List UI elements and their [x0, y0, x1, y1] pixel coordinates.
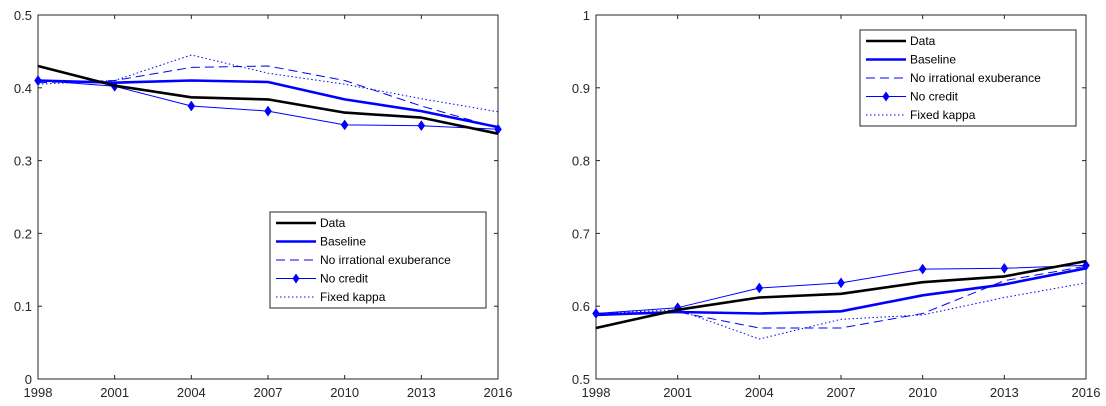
legend-label: Baseline	[320, 235, 366, 249]
x-tick-label: 2001	[100, 385, 129, 400]
legend-label: No credit	[910, 90, 959, 104]
x-tick-label: 2013	[407, 385, 436, 400]
series-line-baseline	[37, 79, 499, 129]
y-tick-label: 0.5	[14, 8, 32, 23]
legend-label: Fixed kappa	[320, 290, 386, 304]
x-tick-label: 2004	[745, 385, 774, 400]
y-tick-label: 0	[25, 372, 32, 387]
x-tick-label: 2007	[254, 385, 283, 400]
legend-label: No irrational exuberance	[910, 71, 1041, 85]
no-credit-diamond-marker	[837, 277, 845, 289]
no-credit-diamond-marker	[755, 282, 764, 294]
legend-label: Data	[320, 216, 346, 230]
legend-diamond-marker	[882, 91, 890, 102]
y-tick-label: 1	[583, 8, 590, 23]
x-tick-label: 2016	[484, 385, 513, 400]
x-tick-label: 2004	[177, 385, 206, 400]
no-credit-diamond-marker	[187, 100, 196, 112]
x-tick-label: 2010	[908, 385, 937, 400]
no-credit-diamond-marker	[592, 308, 600, 319]
series-line-data	[595, 259, 1087, 330]
y-tick-label: 0.5	[572, 372, 590, 387]
y-tick-label: 0.4	[14, 81, 32, 96]
no-credit-diamond-marker	[340, 119, 349, 131]
y-tick-label: 0.7	[572, 226, 590, 241]
x-tick-label: 2010	[330, 385, 359, 400]
series-line-data	[37, 64, 499, 135]
x-tick-label: 2001	[663, 385, 692, 400]
no-credit-diamond-marker	[918, 263, 927, 275]
series-line-no-credit	[595, 264, 1087, 314]
x-tick-label: 1998	[582, 385, 611, 400]
right-chart-panel: 1998 2001 2004 2007 2010 2013 2016 0.5 0.6 0.7 0.8…	[572, 8, 1101, 400]
series-line-no-irrational-exuberance	[595, 265, 1087, 329]
left-chart-panel: 1998 2001 2004 2007 2010 2013 2016 0 0.1 0.2 0.3 0.…	[14, 8, 513, 400]
left-axes-box	[37, 14, 499, 380]
legend-label: Baseline	[910, 53, 956, 67]
y-tick-label: 0.6	[572, 299, 590, 314]
y-tick-label: 0.3	[14, 154, 32, 169]
series-line-fixed-kappa	[595, 282, 1087, 340]
y-tick-label: 0.2	[14, 226, 32, 241]
y-tick-label: 0.9	[572, 81, 590, 96]
x-tick-label: 2013	[990, 385, 1019, 400]
series-line-no-credit	[37, 80, 499, 130]
series-line-baseline	[595, 267, 1087, 317]
no-credit-diamond-marker	[264, 105, 272, 117]
legend-label: Fixed kappa	[910, 108, 976, 122]
no-credit-diamond-marker	[417, 120, 426, 132]
x-tick-label: 1998	[24, 385, 53, 400]
series-line-no-irrational-exuberance	[37, 65, 499, 129]
x-tick-label: 2016	[1072, 385, 1101, 400]
y-tick-label: 0.1	[14, 299, 32, 314]
legend-diamond-marker	[292, 273, 300, 284]
x-tick-label: 2007	[827, 385, 856, 400]
y-tick-label: 0.8	[572, 154, 590, 169]
legend-label: No irrational exuberance	[320, 253, 451, 267]
legend-label: No credit	[320, 272, 369, 286]
legend-label: Data	[910, 34, 936, 48]
no-credit-diamond-marker	[1000, 262, 1009, 274]
